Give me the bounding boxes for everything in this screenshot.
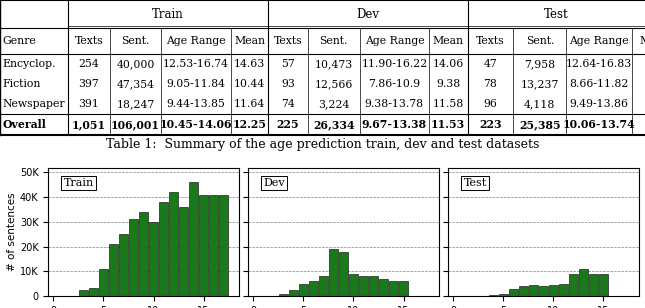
Text: 57: 57 [281, 59, 295, 69]
Text: 14.63: 14.63 [234, 59, 265, 69]
Text: Sent.: Sent. [320, 36, 348, 47]
Text: 106,001: 106,001 [111, 119, 160, 130]
Text: 3,224: 3,224 [318, 99, 350, 109]
Text: 223: 223 [479, 119, 502, 130]
Text: 12,566: 12,566 [315, 79, 353, 89]
Text: 26,334: 26,334 [313, 119, 355, 130]
Text: 10.44: 10.44 [234, 79, 265, 89]
Text: 47: 47 [484, 59, 497, 69]
Text: 40,000: 40,000 [116, 59, 155, 69]
Text: Age Range: Age Range [364, 36, 424, 47]
Text: 12.25: 12.25 [233, 119, 266, 130]
Text: Sent.: Sent. [526, 36, 554, 47]
Text: 74: 74 [281, 99, 295, 109]
Text: Train: Train [152, 8, 184, 21]
Text: 1,051: 1,051 [72, 119, 106, 130]
Text: Test: Test [544, 8, 569, 21]
Text: 10.45-14.06: 10.45-14.06 [160, 119, 232, 130]
Text: Genre: Genre [3, 36, 36, 47]
Text: Dev: Dev [357, 8, 379, 21]
Text: 13,237: 13,237 [521, 79, 559, 89]
Text: 25,385: 25,385 [519, 119, 561, 130]
Text: Age Range: Age Range [570, 36, 629, 47]
Text: 11.58: 11.58 [433, 99, 464, 109]
Text: 11.90-16.22: 11.90-16.22 [361, 59, 428, 69]
Text: Table 1:  Summary of the age prediction train, dev and test datasets: Table 1: Summary of the age prediction t… [106, 138, 539, 151]
Text: Texts: Texts [74, 36, 103, 47]
Text: Sent.: Sent. [121, 36, 150, 47]
Text: 254: 254 [78, 59, 99, 69]
Text: 4,118: 4,118 [524, 99, 555, 109]
Text: 10,473: 10,473 [315, 59, 353, 69]
Text: 12.53-16.74: 12.53-16.74 [163, 59, 229, 69]
Text: 9.67-13.38: 9.67-13.38 [362, 119, 427, 130]
Text: Texts: Texts [273, 36, 303, 47]
Text: 47,354: 47,354 [117, 79, 154, 89]
Text: 7,958: 7,958 [524, 59, 555, 69]
Text: Overall: Overall [3, 119, 46, 130]
Text: 11.53: 11.53 [431, 119, 466, 130]
Text: 93: 93 [281, 79, 295, 89]
Text: 9.44-13.85: 9.44-13.85 [166, 99, 226, 109]
Text: 8.66-11.82: 8.66-11.82 [570, 79, 629, 89]
Text: M: M [639, 36, 645, 47]
Text: 9.38: 9.38 [436, 79, 461, 89]
Text: 11.64: 11.64 [234, 99, 265, 109]
Text: 7.86-10.9: 7.86-10.9 [368, 79, 421, 89]
Text: Newspaper: Newspaper [3, 99, 65, 109]
Text: 12.64-16.83: 12.64-16.83 [566, 59, 632, 69]
Text: Age Range: Age Range [166, 36, 226, 47]
Text: 9.38-13.78: 9.38-13.78 [365, 99, 424, 109]
Text: Mean: Mean [433, 36, 464, 47]
Text: Fiction: Fiction [3, 79, 41, 89]
Text: 397: 397 [78, 79, 99, 89]
Text: 14.06: 14.06 [433, 59, 464, 69]
Text: 9.49-13.86: 9.49-13.86 [570, 99, 629, 109]
Text: Mean: Mean [234, 36, 265, 47]
Text: 78: 78 [484, 79, 497, 89]
Text: 9.05-11.84: 9.05-11.84 [166, 79, 226, 89]
Text: 391: 391 [78, 99, 99, 109]
Text: 18,247: 18,247 [116, 99, 155, 109]
Text: Texts: Texts [476, 36, 505, 47]
Text: 96: 96 [484, 99, 497, 109]
Text: 225: 225 [277, 119, 299, 130]
Text: 10.06-13.74: 10.06-13.74 [563, 119, 635, 130]
Text: Encyclop.: Encyclop. [3, 59, 56, 69]
